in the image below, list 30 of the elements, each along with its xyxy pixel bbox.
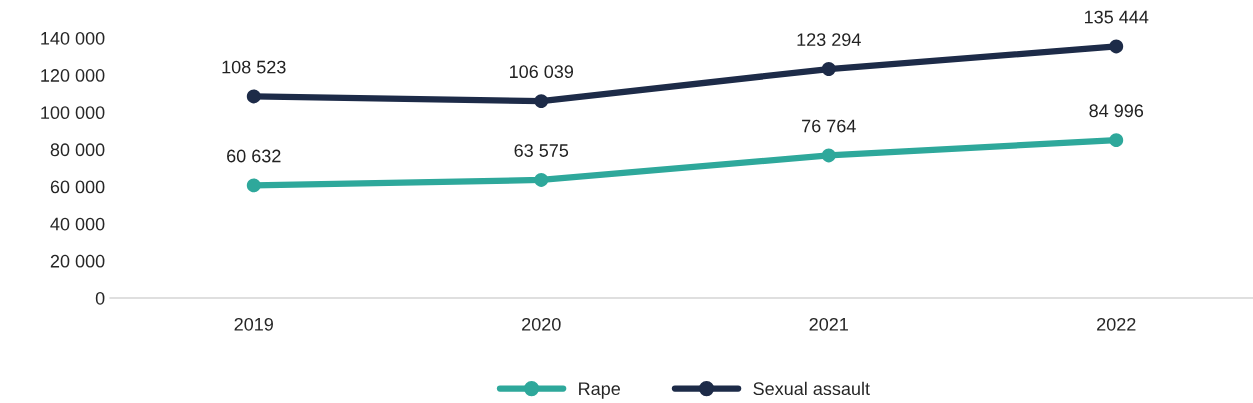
point [821,148,836,163]
data-label: 63 575 [514,144,569,157]
legend-label: Rape [579,382,620,399]
point [821,62,836,76]
y-tick-label: 140 000 [41,31,105,45]
point [246,89,261,104]
data-label: 60 632 [227,149,281,163]
y-tick-label: 100 000 [41,106,105,120]
y-tick-label: 0 [95,291,105,305]
y-tick-label: 60 000 [50,180,105,194]
data-label: 108 523 [222,60,286,74]
x-tick-label: 2019 [234,317,273,331]
point [534,172,549,187]
y-tick-label: 40 000 [50,217,105,231]
x-tick-label: 2022 [1097,317,1136,331]
data-label: 123 294 [797,33,861,47]
x-tick-label: 2021 [809,317,848,331]
point [1109,39,1124,54]
data-label: 76 764 [802,119,856,133]
point [1109,133,1124,148]
legend-label: Sexual assault [753,381,870,396]
data-label: 84 996 [1089,104,1144,118]
y-tick-label: 20 000 [50,254,105,268]
y-tick-label: 80 000 [50,143,105,157]
x-tick-label: 2020 [522,317,561,331]
point [534,94,549,109]
data-label: 135 444 [1085,10,1149,24]
data-label: 106 039 [510,65,574,79]
point [246,178,261,193]
y-tick-label: 120 000 [41,69,105,82]
